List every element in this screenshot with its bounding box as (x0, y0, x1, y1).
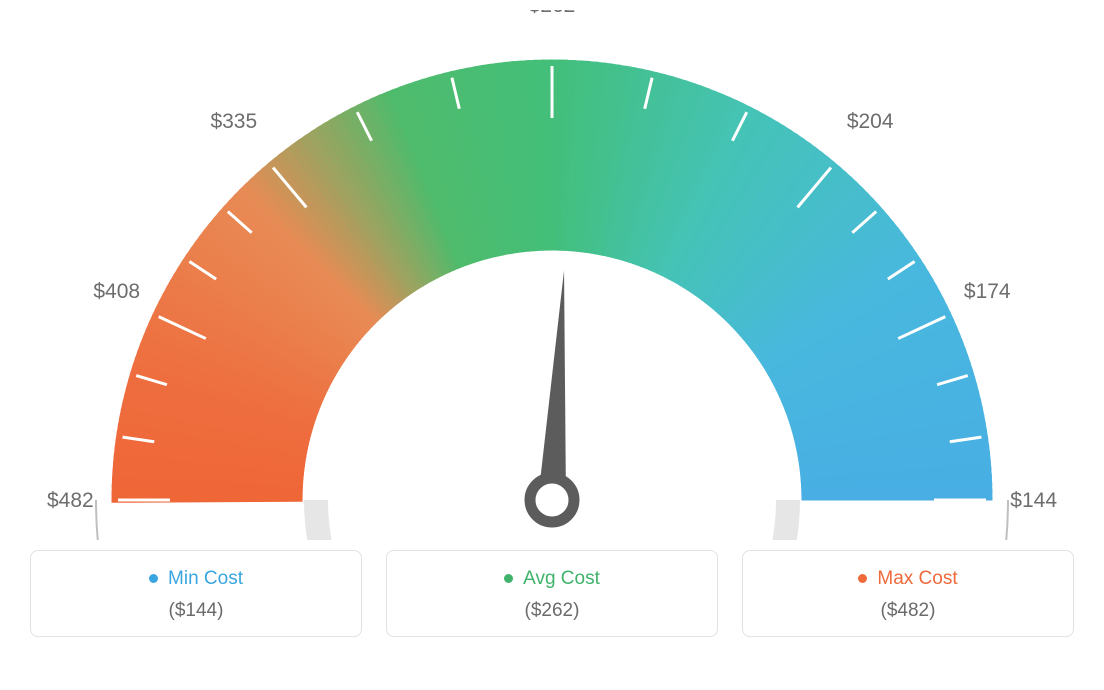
legend-label: Min Cost (168, 569, 243, 588)
tick-label: $408 (93, 280, 140, 303)
legend-card: Max Cost ($482) (742, 550, 1074, 637)
tick-label: $144 (1010, 489, 1057, 512)
legend-title: Min Cost (149, 569, 243, 588)
gauge-needle-hub (530, 478, 574, 522)
tick-label: $204 (847, 110, 894, 133)
legend-value: ($262) (397, 600, 707, 622)
gauge-svg: $144 $174 $204 $262 $335 $408 $482 (10, 10, 1094, 540)
gauge-needle (538, 270, 566, 500)
legend-label: Avg Cost (523, 569, 600, 588)
legend-title: Avg Cost (504, 569, 600, 588)
cost-gauge-chart: $144 $174 $204 $262 $335 $408 $482 (10, 10, 1094, 540)
tick-label: $335 (210, 110, 257, 133)
legend-card: Avg Cost ($262) (386, 550, 718, 637)
legend-label: Max Cost (877, 569, 957, 588)
legend-value: ($144) (41, 600, 351, 622)
legend-title: Max Cost (858, 569, 957, 588)
legend-card: Min Cost ($144) (30, 550, 362, 637)
legend-row: Min Cost ($144) Avg Cost ($262) Max Cost ($48… (10, 550, 1094, 637)
legend-dot-icon (504, 574, 513, 583)
legend-value: ($482) (753, 600, 1063, 622)
legend-dot-icon (149, 574, 158, 583)
tick-label: $262 (529, 10, 576, 17)
tick-label: $174 (964, 280, 1011, 303)
tick-label: $482 (47, 489, 94, 512)
legend-dot-icon (858, 574, 867, 583)
